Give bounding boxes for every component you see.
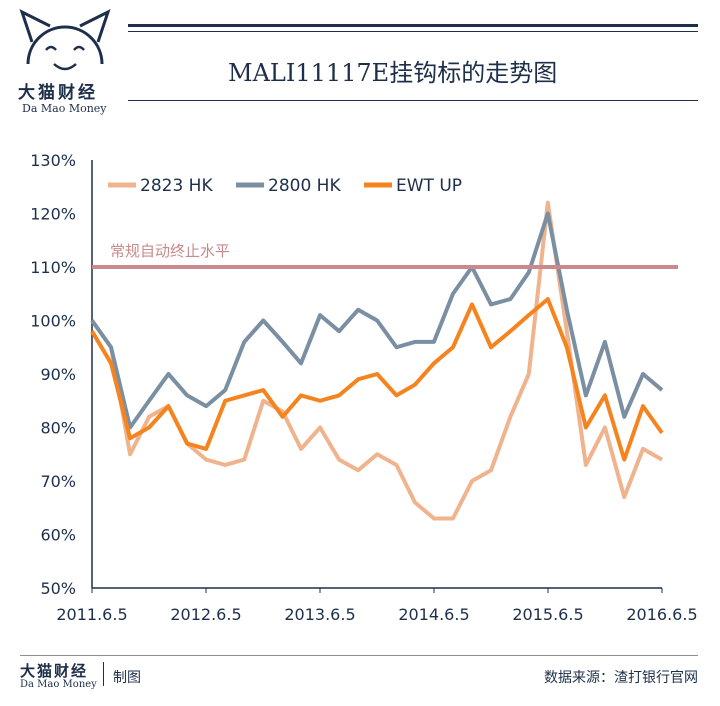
x-tick-label: 2014.6.5 [398,605,469,624]
y-tick-label: 110% [30,258,76,277]
y-tick-label: 100% [30,312,76,331]
legend-label: 2800 HK [268,176,341,196]
x-tick-label: 2012.6.5 [170,605,241,624]
auto-termination-label: 常规自动终止水平 [110,242,230,260]
legend-label: 2823 HK [140,176,213,196]
chart-legend: 2823 HK 2800 HK EWT UP [108,176,462,196]
y-axis-tick-labels: 50% 60% 70% 80% 90% 100% 110% 120% 130% [30,151,76,598]
y-tick-label: 80% [40,419,76,438]
y-tick-label: 90% [40,365,76,384]
y-tick-label: 120% [30,205,76,224]
line-chart: 50% 60% 70% 80% 90% 100% 110% 120% 130% 2011.6.5… [30,151,698,624]
brand-logo [10,6,120,118]
x-tick-label: 2016.6.5 [626,605,697,624]
y-tick-label: 70% [40,472,76,491]
series-line-2800-hk [90,211,664,430]
brand-name: 大猫财经 [18,83,98,103]
footer-rule [20,655,698,656]
x-tick-label: 2011.6.5 [56,605,127,624]
cat-logo-icon [19,9,111,71]
footer-brand-name: 大猫财经 [20,662,89,680]
footer-separator [103,662,104,686]
footer-brand-subtitle: Da Mao Money [20,679,97,690]
x-tick-label: 2013.6.5 [284,605,355,624]
brand-subtitle: Da Mao Money [22,102,107,115]
page-title: MALI11117E挂钩标的走势图 [228,59,558,87]
series-lines [90,200,664,521]
header-rule-top [128,24,698,27]
footer-data-source: 数据来源：渣打银行官网 [544,670,698,686]
y-tick-label: 130% [30,151,76,170]
y-tick-label: 60% [40,526,76,545]
y-tick-label: 50% [40,579,76,598]
footer-made-by: 制图 [113,670,141,686]
header-rule-bottom [128,100,698,101]
x-axis-tick-labels: 2011.6.5 2012.6.5 2013.6.5 2014.6.5 2015.6.5… [56,588,698,624]
x-tick-label: 2015.6.5 [512,605,583,624]
series-line-ewt-up [90,297,664,462]
legend-label: EWT UP [396,176,462,196]
header-rule-thin [128,31,698,32]
